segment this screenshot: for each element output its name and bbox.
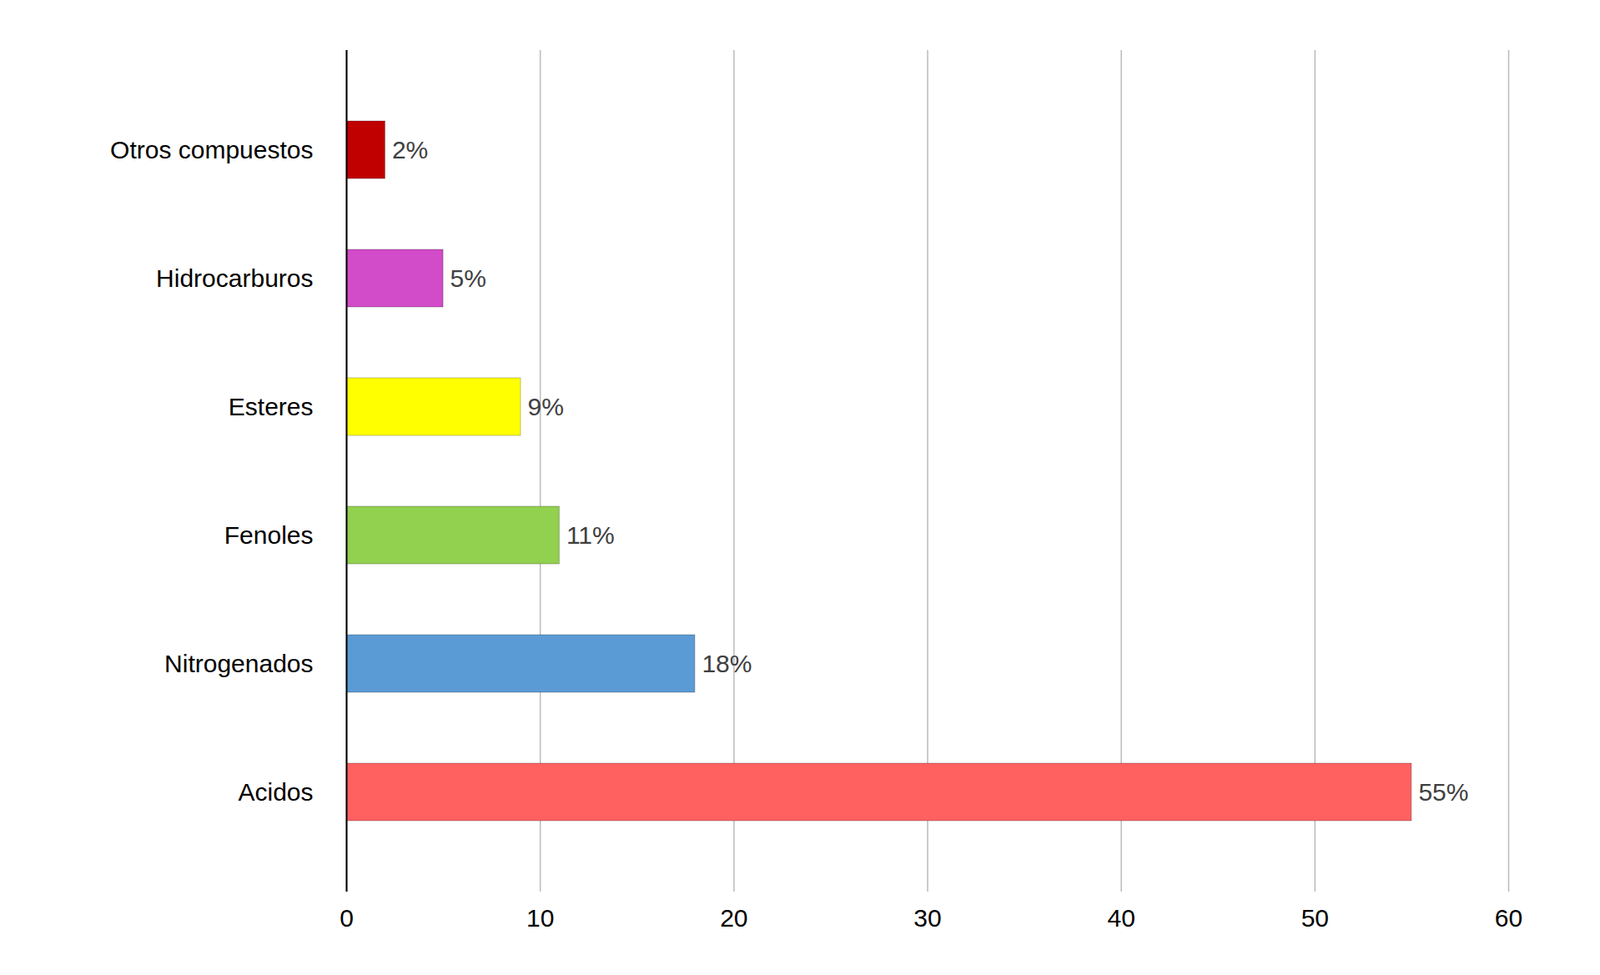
svg-text:30: 30 [913, 904, 941, 932]
svg-text:Hidrocarburos: Hidrocarburos [155, 264, 313, 292]
svg-text:Otros compuestos: Otros compuestos [110, 135, 313, 164]
svg-text:Esteres: Esteres [228, 392, 314, 421]
svg-text:55%: 55% [1418, 778, 1469, 806]
svg-text:50: 50 [1301, 904, 1329, 932]
svg-text:20: 20 [719, 904, 748, 932]
svg-text:10: 10 [526, 904, 554, 932]
svg-text:40: 40 [1106, 904, 1135, 932]
svg-text:18%: 18% [701, 649, 752, 678]
svg-text:Fenoles: Fenoles [224, 521, 314, 549]
svg-text:Acidos: Acidos [237, 778, 313, 806]
svg-text:Nitrogenados: Nitrogenados [164, 649, 313, 678]
svg-text:60: 60 [1494, 904, 1523, 932]
svg-text:11%: 11% [566, 521, 615, 549]
svg-text:2%: 2% [392, 135, 428, 164]
svg-text:5%: 5% [450, 264, 487, 292]
svg-text:0: 0 [339, 904, 354, 932]
svg-text:9%: 9% [527, 392, 564, 421]
